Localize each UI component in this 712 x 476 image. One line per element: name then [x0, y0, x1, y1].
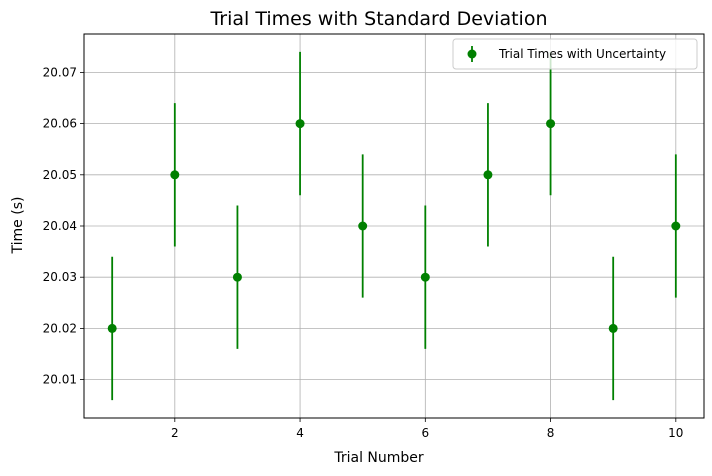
x-axis-label: Trial Number [333, 450, 424, 466]
y-tick-label: 20.03 [43, 270, 77, 284]
y-axis-label: Time (s) [10, 197, 26, 255]
data-point [483, 170, 493, 180]
legend: Trial Times with Uncertainty [452, 38, 698, 70]
data-point [232, 272, 242, 282]
data-point [358, 221, 368, 231]
y-tick-label: 20.04 [43, 219, 77, 233]
data-point [546, 119, 556, 129]
data-point [107, 323, 117, 333]
x-tick-label: 8 [547, 426, 555, 440]
data-point [608, 323, 618, 333]
x-tick-label: 4 [296, 426, 304, 440]
legend-box [452, 38, 698, 70]
data-point [170, 170, 180, 180]
legend-marker-swatch [467, 49, 477, 59]
data-point [420, 272, 430, 282]
plot-frame [83, 33, 705, 419]
y-tick-label: 20.06 [43, 117, 77, 131]
x-tick-label: 6 [421, 426, 429, 440]
ticks: 2 4 6 8 10 20.01 20.02 20.03 20.04 20.05 20.06 20.0… [43, 65, 684, 440]
chart-title: Trial Times with Standard Deviation [209, 8, 547, 30]
data-point [671, 221, 681, 231]
y-tick-label: 20.02 [43, 321, 77, 335]
series [107, 51, 681, 401]
y-tick-label: 20.07 [43, 65, 77, 79]
data-point [295, 119, 305, 129]
y-tick-label: 20.01 [43, 373, 77, 387]
x-tick-label: 2 [171, 426, 179, 440]
legend-label: Trial Times with Uncertainty [498, 47, 666, 61]
x-tick-label: 10 [668, 426, 683, 440]
y-tick-label: 20.05 [43, 168, 77, 182]
